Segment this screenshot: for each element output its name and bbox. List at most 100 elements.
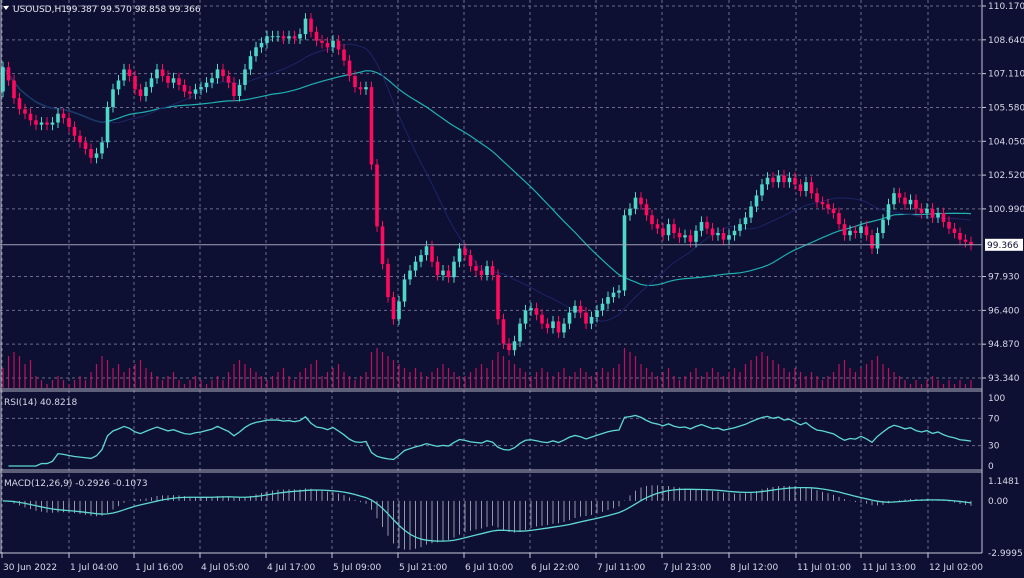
candle-bull	[776, 175, 781, 183]
candle-bear	[870, 235, 874, 249]
candle-bull	[485, 266, 489, 275]
candle-bear	[782, 175, 786, 183]
candle-bear	[28, 113, 33, 121]
candle-bull	[606, 297, 610, 304]
candle-bear	[963, 239, 968, 242]
time-tick-label: 6 Jul 10:00	[465, 563, 514, 573]
candle-bear	[78, 135, 82, 143]
candle-bull	[551, 321, 555, 329]
candle-bear	[688, 235, 693, 242]
candle-bear	[771, 177, 775, 183]
candle-bear	[826, 204, 830, 209]
candle-bear	[391, 297, 396, 320]
candle-bear	[556, 321, 561, 333]
candle-bear	[468, 255, 473, 267]
price-tick-label: 107.110	[988, 70, 1024, 80]
candle-bear	[320, 40, 324, 43]
candle-bull	[116, 80, 121, 90]
candle-bear	[969, 241, 973, 245]
candle-bear	[914, 199, 918, 209]
current-price-label: 99.366	[987, 241, 1019, 251]
candle-bull	[452, 261, 456, 278]
time-tick-label: 12 Jul 02:00	[929, 563, 983, 573]
candle-bear	[6, 67, 11, 81]
candle-bear	[430, 246, 434, 262]
candles	[1, 13, 973, 356]
candle-bear	[72, 126, 77, 136]
candle-bear	[710, 228, 715, 236]
candle-bull	[886, 204, 891, 220]
candle-bull	[204, 82, 209, 88]
candle-bull	[908, 199, 913, 205]
candle-bull	[727, 235, 731, 240]
candle-bear	[809, 182, 814, 194]
candle-bear	[501, 319, 506, 344]
current-price-box	[985, 238, 1023, 251]
candle-bull	[122, 69, 126, 81]
candle-bear	[820, 202, 825, 205]
candle-bull	[270, 36, 275, 38]
rsi-label: RSI(14) 40.8218	[4, 398, 77, 408]
candle-bull	[199, 87, 203, 90]
candle-bull	[925, 208, 929, 214]
candle-bear	[314, 31, 319, 41]
candle-bull	[595, 310, 599, 317]
price-tick-label: 108.640	[988, 36, 1024, 46]
candle-bear	[474, 266, 478, 271]
time-tick-label: 11 Jul 13:00	[862, 563, 916, 573]
candle-bear	[650, 215, 654, 225]
macd-signal-line	[2, 486, 972, 542]
candle-bull	[50, 122, 55, 125]
candle-bull	[881, 219, 885, 234]
price-axis: 110.170 108.640 107.110 105.580 104.050 102.5…	[0, 2, 1024, 559]
candle-bear	[347, 60, 352, 77]
rsi-panel	[0, 414, 982, 467]
candle-bear	[358, 87, 363, 90]
candle-bear	[644, 204, 649, 216]
candle-bear	[67, 118, 71, 127]
candle-bull	[303, 18, 308, 35]
candle-bear	[127, 69, 132, 77]
candle-bull	[512, 341, 517, 351]
macd-panel	[2, 485, 972, 550]
grid	[0, 0, 982, 553]
candle-bull	[94, 153, 99, 158]
symbol-label: USOUSD,H1	[13, 5, 67, 15]
candle-bear	[677, 233, 682, 238]
candle-bear	[897, 193, 902, 198]
candle-bull	[754, 195, 759, 207]
candle-bull	[441, 270, 445, 275]
candle-bear	[133, 76, 137, 90]
candle-bear	[798, 184, 803, 192]
price-tick-label: 97.930	[988, 273, 1020, 283]
candle-bear	[540, 314, 544, 324]
candle-bear	[490, 266, 495, 275]
candle-bull	[573, 305, 577, 313]
candle-bull	[529, 308, 533, 311]
ma-slow-line	[2, 66, 972, 287]
candle-bull	[518, 323, 522, 342]
candle-bear	[83, 142, 88, 150]
candle-bull	[155, 69, 159, 79]
candle-bear	[435, 261, 440, 275]
candle-bear	[292, 36, 297, 39]
candle-bull	[39, 122, 44, 125]
candle-bull	[287, 36, 291, 39]
candle-bear	[342, 49, 346, 61]
candle-bear	[23, 109, 27, 114]
candle-bull	[298, 34, 302, 39]
candle-bull	[760, 184, 764, 196]
candle-bull	[611, 292, 616, 298]
candle-bull	[562, 323, 566, 333]
candle-bull	[243, 69, 247, 85]
candle-bull	[259, 42, 264, 48]
candle-bull	[364, 87, 368, 90]
price-tick-label: 94.870	[988, 340, 1020, 350]
candle-bull	[892, 193, 896, 205]
candle-bear	[188, 91, 192, 94]
candle-bull	[419, 255, 423, 262]
candle-bear	[496, 274, 500, 320]
dropdown-triangle-icon[interactable]	[3, 6, 9, 10]
candle-bull	[666, 224, 671, 236]
